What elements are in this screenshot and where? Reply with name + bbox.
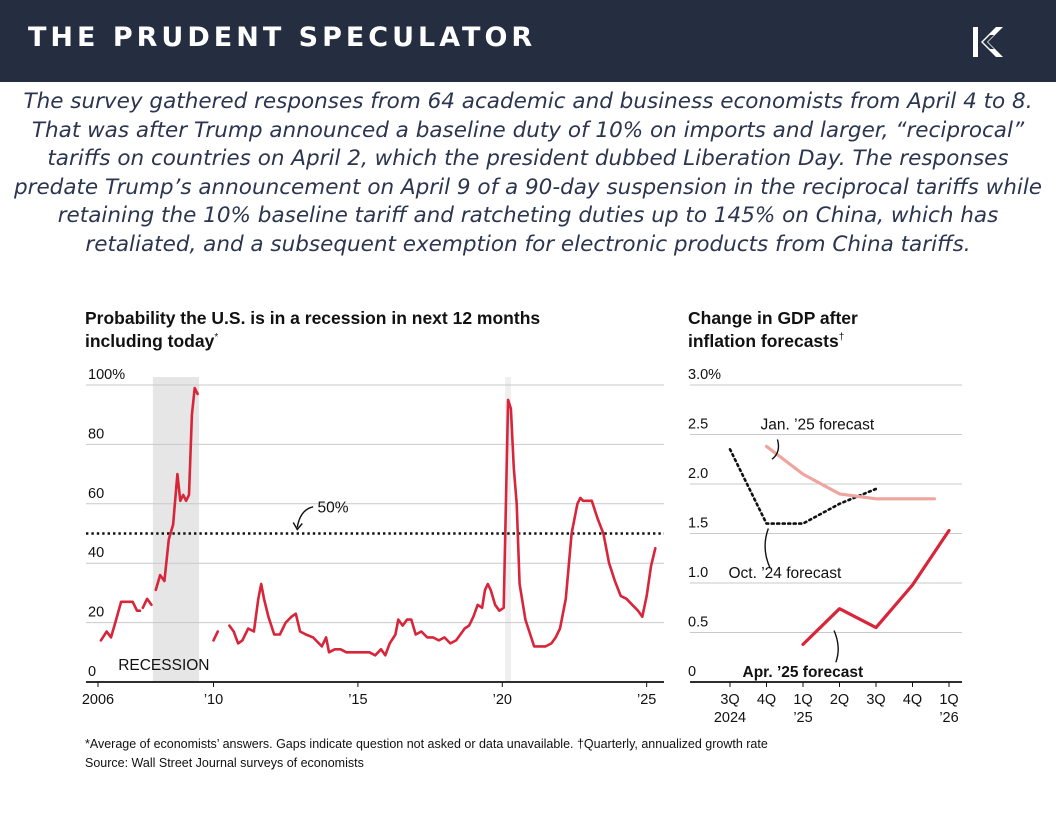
left-x-tick-label: ’10 — [204, 692, 223, 708]
right-x-tick-label: 3Q — [720, 692, 739, 708]
right-y-tick-label: 2.0 — [688, 466, 708, 482]
left-y-tick-label: 80 — [88, 426, 104, 442]
right-chart-title-mark: † — [839, 332, 845, 343]
brand-title: THE PRUDENT SPECULATOR — [28, 22, 537, 53]
right-y-tick-label: 0 — [688, 664, 696, 680]
recession-probability-line — [141, 597, 153, 610]
left-y-tick-label: 0 — [88, 664, 96, 680]
footnote-line1: *Average of economists’ answers. Gaps in… — [85, 737, 768, 751]
stylized-k-logo-icon — [973, 27, 1003, 57]
left-chart-title-line1: Probability the U.S. is in a recession i… — [85, 308, 540, 328]
reference-line-label: 50% — [317, 500, 348, 517]
recession-probability-chart: 0 20 40 60 80 100% 2006 ’10 ’15 ’20 ’25 50% RECESSIO… — [82, 367, 664, 708]
right-x-tick-label: 2Q — [830, 692, 849, 708]
gdp-series-line — [801, 528, 951, 646]
gdp-series-label: Apr. ’25 forecast — [743, 664, 864, 681]
recession-probability-line — [99, 600, 142, 642]
right-y-tick-label: 0.5 — [688, 615, 708, 631]
left-y-tick-label: 100% — [88, 367, 125, 383]
gdp-series-label: Jan. ’25 forecast — [761, 417, 875, 434]
right-x-tick-label: 4Q — [757, 692, 776, 708]
right-chart-title-line2-text: inflation forecasts — [688, 331, 839, 351]
right-y-tick-label: 1.0 — [688, 565, 708, 581]
gdp-series-callout-arrow — [771, 439, 780, 460]
right-chart-title-line2: inflation forecasts† — [688, 331, 844, 351]
left-chart-title-mark: * — [214, 332, 218, 343]
chart-area: Probability the U.S. is in a recession i… — [0, 300, 1056, 780]
left-x-tick-label: ’15 — [348, 692, 367, 708]
intro-paragraph: The survey gathered responses from 64 ac… — [13, 89, 1043, 257]
right-y-tick-label: 3.0% — [688, 367, 721, 383]
gdp-series-label: Oct. ’24 forecast — [729, 565, 843, 582]
recession-probability-line — [228, 398, 657, 657]
header-bar: THE PRUDENT SPECULATOR — [0, 0, 1056, 82]
right-y-tick-label: 1.5 — [688, 516, 708, 532]
right-x-tick-sublabel: 2024 — [714, 710, 746, 726]
left-chart-title-line2: including today* — [85, 331, 218, 351]
recession-probability-line — [212, 630, 220, 642]
right-chart-title-line1: Change in GDP after — [688, 308, 858, 328]
left-y-tick-label: 20 — [88, 605, 104, 621]
left-x-tick-label: 2006 — [82, 692, 114, 708]
left-x-tick-label: ’25 — [637, 692, 656, 708]
gdp-forecast-chart: 0 0.5 1.0 1.5 2.0 2.5 3.0% 3Q 2024 4Q 1Q ’25 2Q 3Q 4Q 1… — [688, 367, 962, 726]
left-chart-title-line2-text: including today — [85, 331, 215, 351]
right-x-tick-label: 4Q — [903, 692, 922, 708]
gdp-series-line — [764, 444, 936, 501]
left-y-tick-label: 60 — [88, 486, 104, 502]
gdp-series-callout-arrow — [764, 528, 771, 569]
gdp-series-callout-arrow — [833, 630, 839, 663]
right-x-tick-label: 3Q — [866, 692, 885, 708]
recession-label: RECESSION — [118, 657, 209, 674]
charts-svg: Probability the U.S. is in a recession i… — [82, 308, 962, 770]
right-x-tick-sublabel: ’25 — [793, 710, 812, 726]
left-x-tick-label: ’20 — [493, 692, 512, 708]
footnote-source: Source: Wall Street Journal surveys of e… — [85, 756, 364, 770]
recession-probability-line — [154, 386, 199, 592]
reference-callout-arrow — [296, 506, 314, 528]
right-y-tick-label: 2.5 — [688, 417, 708, 433]
left-y-tick-label: 40 — [88, 545, 104, 561]
right-x-tick-label: 1Q — [793, 692, 812, 708]
reference-callout-arrowhead — [292, 522, 303, 531]
covid-recession-band — [505, 377, 511, 682]
gdp-series-line — [728, 448, 878, 525]
right-x-tick-sublabel: ’26 — [939, 710, 958, 726]
right-x-tick-label: 1Q — [939, 692, 958, 708]
